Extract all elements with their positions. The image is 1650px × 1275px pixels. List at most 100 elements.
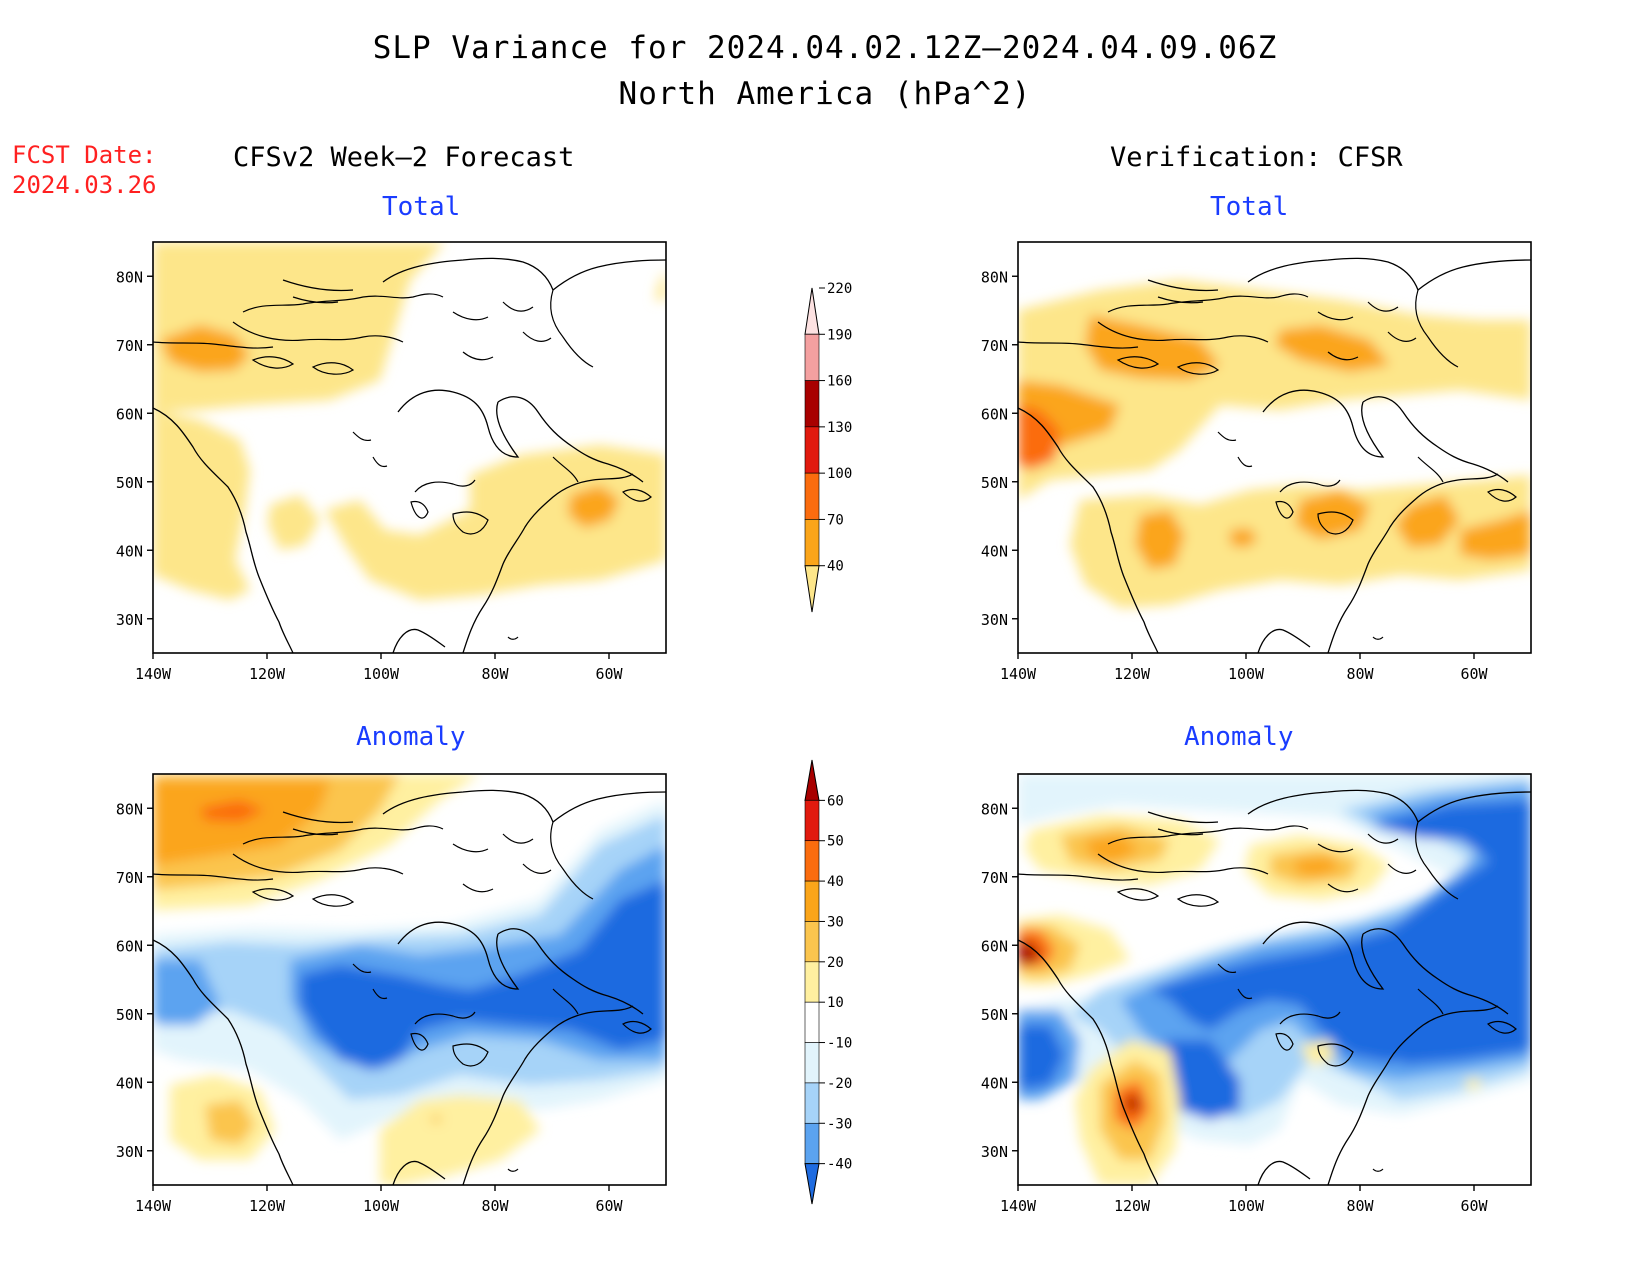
lon-tick-label: 140W bbox=[135, 1197, 172, 1215]
lat-tick-label: 40N bbox=[981, 1074, 1008, 1092]
lat-tick-label: 30N bbox=[981, 611, 1008, 629]
lon-tick-label: 120W bbox=[249, 665, 286, 683]
colorbar-segment bbox=[804, 1122, 820, 1164]
main-title: SLP Variance for 2024.04.02.12Z–2024.04.… bbox=[372, 30, 1278, 66]
colorbar-segment bbox=[804, 759, 820, 801]
lon-tick-label: 80W bbox=[481, 665, 509, 683]
forecast-anomaly-map: 30N 40N 50N 60N 70N 80N 140W 120W 100W 80W 60W bbox=[116, 773, 667, 1215]
colorbar-segment bbox=[804, 880, 820, 922]
colorbar-label: 130 bbox=[827, 420, 852, 436]
colorbar-segment bbox=[804, 333, 820, 381]
lat-tick-label: 40N bbox=[116, 1074, 143, 1092]
lon-tick-label: 120W bbox=[249, 1197, 286, 1215]
right-column-title: Verification: CFSR bbox=[1110, 142, 1403, 173]
colorbar-segment bbox=[804, 921, 820, 963]
lat-tick-label: 50N bbox=[116, 474, 143, 492]
colorbar-label: -30 bbox=[827, 1116, 852, 1132]
lon-tick-label: 100W bbox=[363, 1197, 400, 1215]
colorbar-segment bbox=[804, 426, 820, 474]
lat-tick-label: 30N bbox=[981, 1143, 1008, 1161]
colorbar-segment bbox=[804, 1163, 820, 1205]
colorbar-label: 40 bbox=[827, 874, 844, 890]
lat-tick-label: 60N bbox=[981, 405, 1008, 423]
verification-total-map: 30N 40N 50N 60N 70N 80N 140W 120W 100W 80W 60W bbox=[981, 241, 1532, 683]
total-colorbar: 40 70 100 130 160 190 220 bbox=[804, 281, 852, 613]
colorbar-label: -10 bbox=[827, 1036, 852, 1052]
lat-tick-label: 80N bbox=[981, 800, 1008, 818]
lat-tick-label: 60N bbox=[116, 405, 143, 423]
lon-tick-label: 80W bbox=[1346, 665, 1374, 683]
lon-tick-label: 140W bbox=[1000, 665, 1037, 683]
lat-tick-label: 50N bbox=[116, 1006, 143, 1024]
colorbar-segment bbox=[804, 287, 820, 335]
lat-tick-label: 80N bbox=[116, 268, 143, 286]
colorbar-segment bbox=[804, 1042, 820, 1084]
colorbar-segment bbox=[804, 565, 820, 613]
lon-tick-label: 80W bbox=[1346, 1197, 1374, 1215]
forecast-date-value: 2024.03.26 bbox=[12, 171, 157, 199]
forecast-date: FCST Date: 2024.03.26 bbox=[12, 140, 157, 200]
lat-tick-label: 30N bbox=[116, 1143, 143, 1161]
forecast-total-title: Total bbox=[382, 192, 461, 222]
colorbar-label: 10 bbox=[827, 995, 844, 1011]
colorbar-segment bbox=[804, 519, 820, 567]
colorbar-label: 40 bbox=[827, 559, 844, 575]
lat-tick-label: 70N bbox=[116, 869, 143, 887]
colorbar-label: 60 bbox=[827, 793, 844, 809]
forecast-total-fill bbox=[153, 242, 666, 600]
colorbar-segment bbox=[804, 840, 820, 882]
forecast-date-label: FCST Date: bbox=[12, 141, 157, 169]
lon-tick-label: 100W bbox=[363, 665, 400, 683]
lon-tick-label: 60W bbox=[595, 1197, 623, 1215]
lat-tick-label: 80N bbox=[981, 268, 1008, 286]
lat-tick-label: 60N bbox=[116, 937, 143, 955]
colorbar-segment bbox=[804, 1082, 820, 1124]
verification-anomaly-map: 30N 40N 50N 60N 70N 80N 140W 120W 100W 80W 60W bbox=[981, 773, 1532, 1215]
lon-tick-label: 120W bbox=[1114, 665, 1151, 683]
lat-tick-label: 30N bbox=[116, 611, 143, 629]
lon-tick-label: 140W bbox=[135, 665, 172, 683]
main-subtitle: North America (hPa^2) bbox=[618, 76, 1032, 112]
verification-anomaly-title: Anomaly bbox=[1184, 722, 1294, 752]
lat-tick-label: 40N bbox=[116, 542, 143, 560]
colorbar-label: 190 bbox=[827, 327, 852, 343]
lat-tick-label: 80N bbox=[116, 800, 143, 818]
lon-tick-label: 100W bbox=[1228, 665, 1265, 683]
verification-anomaly-fill bbox=[1018, 774, 1531, 1185]
colorbar-segment bbox=[804, 1001, 820, 1043]
verification-total-title: Total bbox=[1210, 192, 1289, 222]
colorbar-label: 220 bbox=[827, 281, 852, 297]
anomaly-colorbar: -40 -30 -20 -10 10 20 30 40 50 60 bbox=[804, 759, 852, 1205]
colorbar-label: 20 bbox=[827, 955, 844, 971]
lat-tick-label: 50N bbox=[981, 474, 1008, 492]
lon-tick-label: 100W bbox=[1228, 1197, 1265, 1215]
lat-tick-label: 60N bbox=[981, 937, 1008, 955]
colorbar-segment bbox=[804, 472, 820, 520]
lat-tick-label: 70N bbox=[981, 337, 1008, 355]
forecast-anomaly-fill bbox=[153, 774, 666, 1185]
lon-tick-label: 140W bbox=[1000, 1197, 1037, 1215]
colorbar-label: 70 bbox=[827, 512, 844, 528]
colorbar-segment bbox=[804, 961, 820, 1003]
colorbar-label: 100 bbox=[827, 466, 852, 482]
forecast-anomaly-title: Anomaly bbox=[356, 722, 466, 752]
lon-tick-label: 120W bbox=[1114, 1197, 1151, 1215]
colorbar-label: 50 bbox=[827, 834, 844, 850]
colorbar-label: -20 bbox=[827, 1076, 852, 1092]
lat-tick-label: 70N bbox=[116, 337, 143, 355]
verification-total-fill bbox=[1018, 280, 1531, 608]
lon-tick-label: 80W bbox=[481, 1197, 509, 1215]
left-column-title: CFSv2 Week–2 Forecast bbox=[233, 142, 575, 173]
colorbar-label: 160 bbox=[827, 374, 852, 390]
colorbar-segment bbox=[804, 800, 820, 842]
forecast-total-map: 30N 40N 50N 60N 70N 80N 140W 120W 100W 80W 60W bbox=[116, 241, 667, 683]
colorbar-label: 30 bbox=[827, 914, 844, 930]
lat-tick-label: 50N bbox=[981, 1006, 1008, 1024]
lat-tick-label: 70N bbox=[981, 869, 1008, 887]
colorbar-segment bbox=[804, 380, 820, 428]
colorbar-label: -40 bbox=[827, 1157, 852, 1173]
lon-tick-label: 60W bbox=[595, 665, 623, 683]
lat-tick-label: 40N bbox=[981, 542, 1008, 560]
lon-tick-label: 60W bbox=[1460, 665, 1488, 683]
